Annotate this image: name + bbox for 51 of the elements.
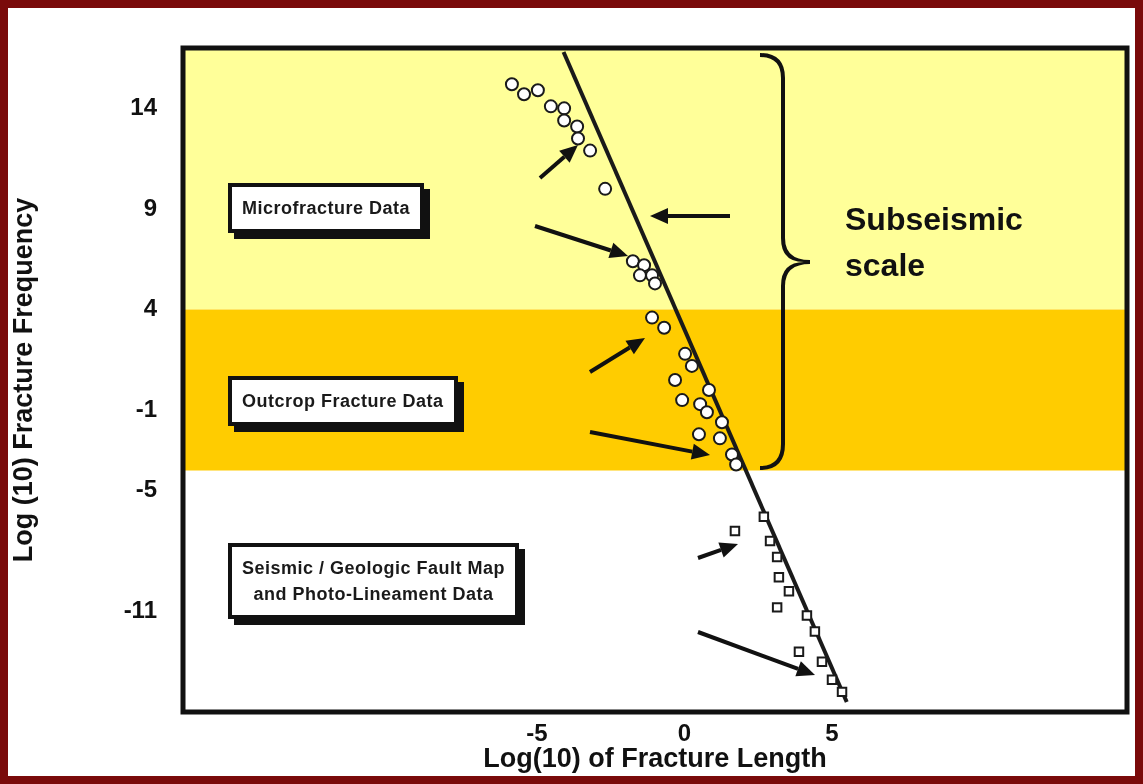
- point: [729, 525, 741, 537]
- point: [583, 143, 598, 158]
- point: [809, 626, 821, 637]
- annotation: Subseismic scale: [845, 200, 1023, 285]
- point: [714, 415, 729, 430]
- point: [571, 131, 586, 146]
- point: [712, 431, 727, 446]
- point: [648, 276, 662, 291]
- point: [570, 119, 585, 134]
- point: [530, 83, 545, 98]
- point: [557, 113, 572, 128]
- annotation: Seismic / Geologic Fault Map and Photo-Lineament Data: [228, 543, 520, 619]
- point: [668, 373, 683, 387]
- point: [557, 101, 572, 116]
- point: [836, 686, 848, 698]
- point: [632, 268, 647, 283]
- point: [645, 310, 660, 325]
- y-tick-label: -5: [135, 475, 157, 503]
- point: [801, 610, 813, 621]
- point: [826, 674, 838, 686]
- point: [684, 358, 699, 373]
- point: [783, 586, 795, 597]
- point: [771, 551, 783, 563]
- point: [657, 320, 672, 335]
- point: [625, 254, 640, 269]
- point: [543, 99, 558, 114]
- point: [729, 457, 744, 472]
- point: [699, 405, 714, 420]
- y-tick-label: 14: [130, 92, 158, 120]
- y-axis-title: Log (10) Fracture Frequency: [7, 197, 38, 563]
- point: [691, 427, 706, 442]
- point: [764, 535, 776, 547]
- point: [701, 383, 716, 398]
- x-tick-label: 5: [825, 719, 839, 747]
- point: [678, 346, 693, 361]
- point: [675, 393, 690, 408]
- y-tick-label: -1: [135, 394, 157, 422]
- annotation: Microfracture Data: [228, 183, 425, 233]
- point: [816, 656, 828, 667]
- y-tick-label: -11: [123, 596, 157, 624]
- point: [598, 181, 613, 196]
- point: [771, 602, 783, 613]
- point: [504, 77, 519, 92]
- y-tick-label: 9: [143, 193, 157, 221]
- point: [725, 447, 739, 462]
- point: [773, 571, 785, 583]
- annotation: Outcrop Fracture Data: [228, 376, 458, 426]
- point: [517, 87, 532, 102]
- point: [758, 511, 770, 523]
- point: [793, 646, 805, 657]
- y-tick-label: 4: [143, 294, 158, 322]
